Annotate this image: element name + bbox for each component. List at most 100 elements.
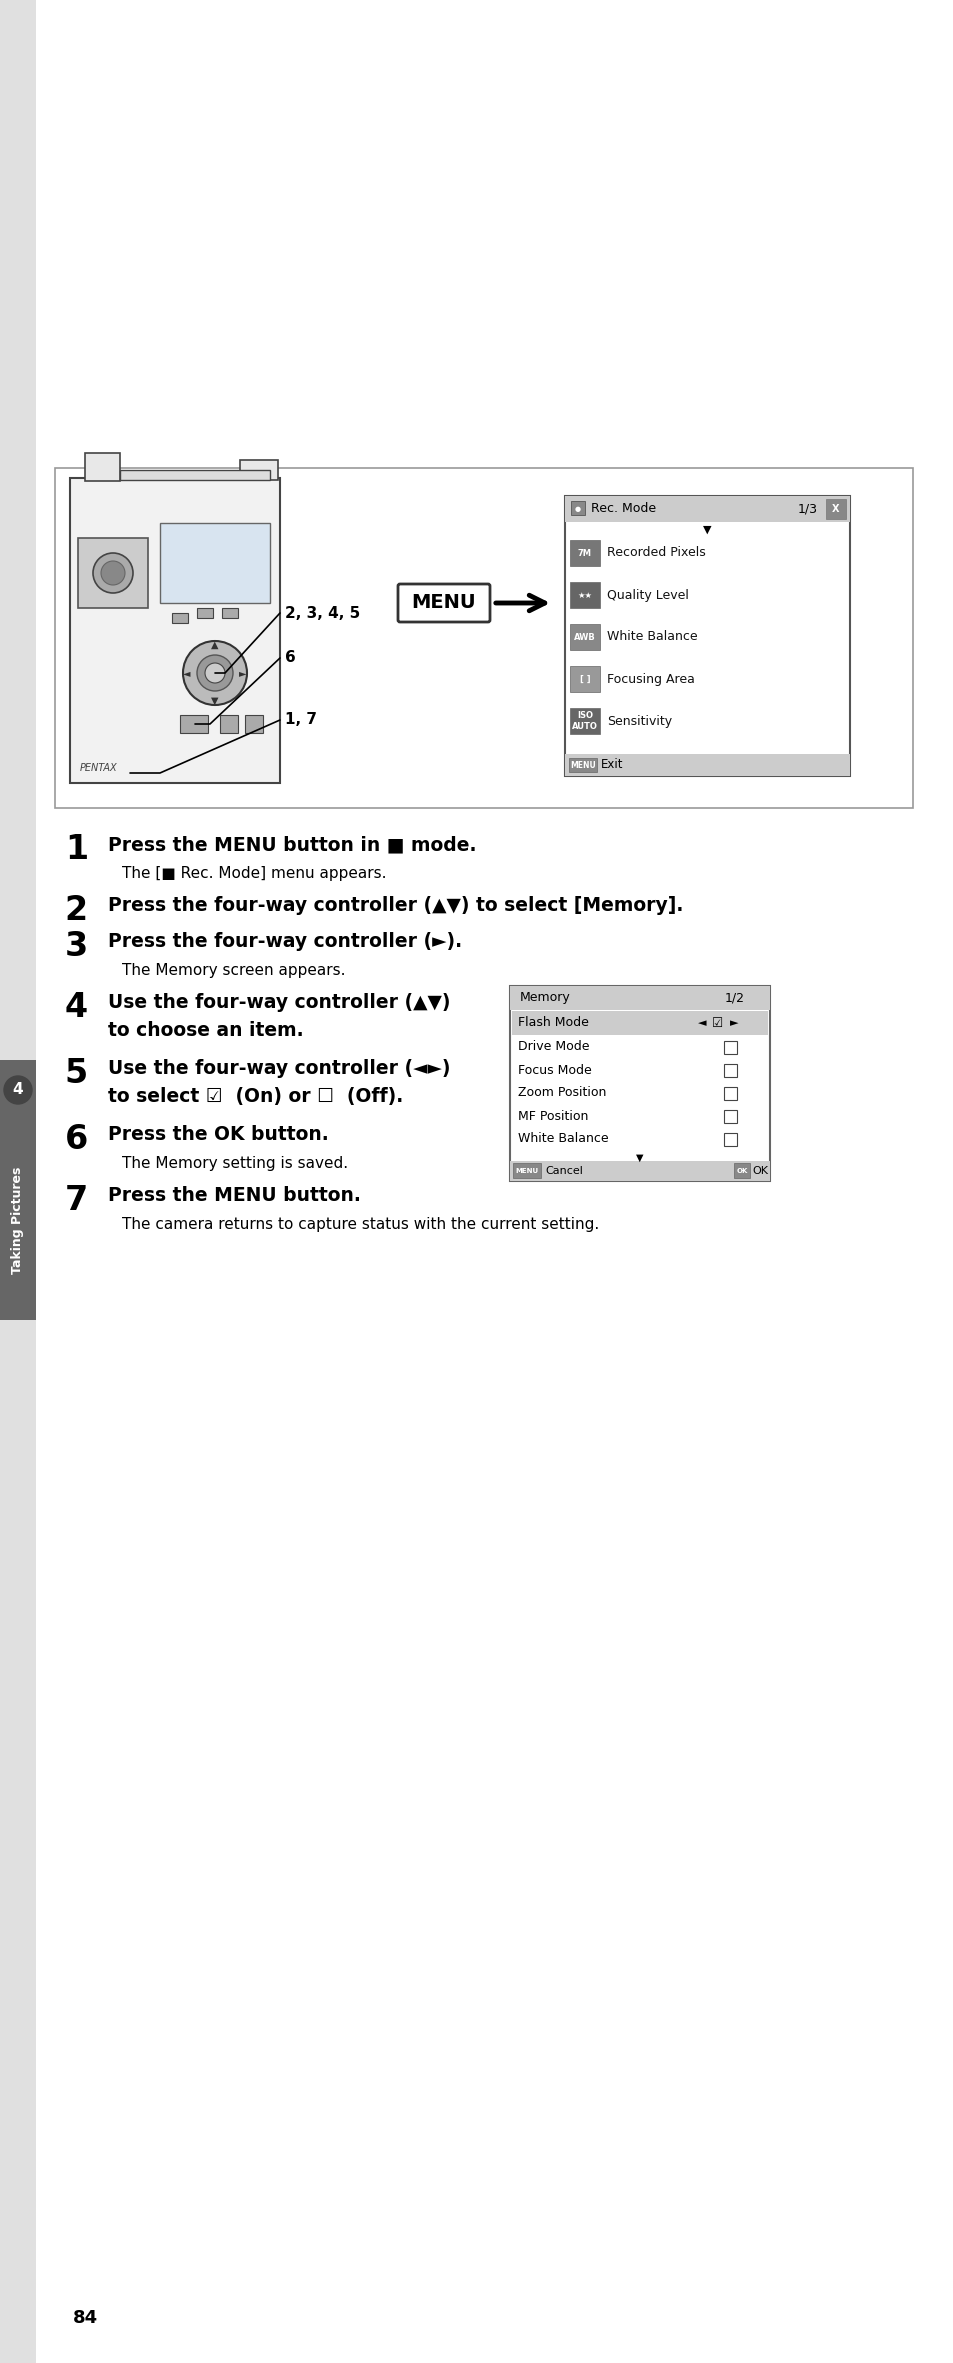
- Bar: [510, 985, 769, 1182]
- Bar: [723, 1132, 737, 1146]
- Text: MENU: MENU: [570, 761, 596, 770]
- Text: ★★: ★★: [577, 591, 592, 600]
- Bar: [0, 0, 36, 2363]
- Bar: [245, 716, 263, 733]
- Text: Exit: Exit: [600, 759, 623, 770]
- Text: 2, 3, 4, 5: 2, 3, 4, 5: [285, 605, 360, 621]
- Text: X: X: [831, 503, 839, 515]
- Bar: [513, 1163, 540, 1179]
- Text: Taking Pictures: Taking Pictures: [11, 1167, 25, 1274]
- Bar: [723, 1087, 737, 1101]
- Text: 1: 1: [65, 834, 88, 865]
- Text: [ ]: [ ]: [579, 673, 590, 683]
- Text: Rec. Mode: Rec. Mode: [590, 503, 656, 515]
- Bar: [180, 716, 208, 733]
- Text: 4: 4: [65, 990, 88, 1023]
- Bar: [564, 754, 849, 775]
- Text: 84: 84: [72, 2309, 97, 2328]
- Bar: [196, 607, 213, 619]
- Bar: [569, 624, 599, 650]
- Text: Quality Level: Quality Level: [606, 588, 688, 603]
- Text: ◄: ◄: [697, 1018, 705, 1028]
- Text: Sensitivity: Sensitivity: [606, 714, 672, 728]
- Circle shape: [196, 655, 233, 690]
- Bar: [569, 666, 599, 692]
- FancyBboxPatch shape: [397, 584, 490, 621]
- Text: ●: ●: [575, 506, 580, 513]
- Bar: [172, 612, 188, 624]
- Text: Press the MENU button in ■ mode.: Press the MENU button in ■ mode.: [108, 834, 476, 853]
- Bar: [222, 607, 237, 619]
- Bar: [723, 1042, 737, 1054]
- Text: ►: ►: [729, 1018, 738, 1028]
- Bar: [569, 709, 599, 735]
- Text: 1, 7: 1, 7: [285, 714, 316, 728]
- Text: MF Position: MF Position: [517, 1111, 588, 1122]
- Circle shape: [101, 560, 125, 586]
- Text: PENTAX: PENTAX: [80, 763, 117, 773]
- Text: 3: 3: [65, 931, 88, 964]
- Text: White Balance: White Balance: [606, 631, 697, 643]
- Bar: [70, 477, 280, 782]
- Text: ▼: ▼: [636, 1153, 643, 1163]
- Bar: [0, 1061, 36, 1321]
- Text: ▼: ▼: [211, 697, 218, 707]
- Text: 1/3: 1/3: [797, 503, 817, 515]
- Text: ▼: ▼: [702, 525, 711, 534]
- Text: to choose an item.: to choose an item.: [108, 1021, 303, 1040]
- Text: Use the four-way controller (▲▼): Use the four-way controller (▲▼): [108, 992, 450, 1011]
- Bar: [564, 496, 849, 775]
- Text: ☑: ☑: [712, 1016, 723, 1030]
- Text: to select ☑  (On) or ☐  (Off).: to select ☑ (On) or ☐ (Off).: [108, 1087, 403, 1106]
- FancyArrowPatch shape: [496, 595, 544, 610]
- Text: 2: 2: [65, 893, 88, 926]
- Bar: [568, 759, 597, 773]
- Text: 4: 4: [12, 1082, 23, 1096]
- Circle shape: [4, 1075, 32, 1104]
- Bar: [78, 539, 148, 607]
- Text: Cancel: Cancel: [544, 1165, 582, 1177]
- Text: Press the OK button.: Press the OK button.: [108, 1125, 329, 1144]
- Text: Focus Mode: Focus Mode: [517, 1063, 591, 1078]
- Bar: [571, 501, 584, 515]
- Text: Use the four-way controller (◄►): Use the four-way controller (◄►): [108, 1059, 450, 1078]
- Bar: [723, 1111, 737, 1122]
- Text: Flash Mode: Flash Mode: [517, 1016, 588, 1030]
- Bar: [510, 1160, 769, 1182]
- Circle shape: [92, 553, 132, 593]
- Bar: [723, 1063, 737, 1078]
- Text: 6: 6: [285, 650, 295, 666]
- Bar: [569, 581, 599, 607]
- Bar: [240, 461, 277, 480]
- Text: MENU: MENU: [412, 593, 476, 612]
- Text: Recorded Pixels: Recorded Pixels: [606, 546, 705, 560]
- Text: Press the MENU button.: Press the MENU button.: [108, 1186, 360, 1205]
- Text: MENU: MENU: [515, 1167, 538, 1174]
- Text: ►: ►: [239, 669, 247, 678]
- Text: Drive Mode: Drive Mode: [517, 1040, 589, 1054]
- Text: 7: 7: [65, 1184, 88, 1217]
- Text: The Memory setting is saved.: The Memory setting is saved.: [122, 1156, 348, 1172]
- Bar: [120, 470, 270, 480]
- Bar: [569, 541, 599, 567]
- Text: The [■ Rec. Mode] menu appears.: The [■ Rec. Mode] menu appears.: [122, 865, 386, 881]
- Text: 7M: 7M: [578, 548, 592, 558]
- Text: Press the four-way controller (▲▼) to select [Memory].: Press the four-way controller (▲▼) to se…: [108, 896, 682, 914]
- Text: Zoom Position: Zoom Position: [517, 1087, 606, 1099]
- Text: Focusing Area: Focusing Area: [606, 673, 694, 685]
- Circle shape: [183, 640, 247, 704]
- Bar: [564, 496, 849, 522]
- Bar: [220, 716, 237, 733]
- Text: The camera returns to capture status with the current setting.: The camera returns to capture status wit…: [122, 1217, 598, 1231]
- Bar: [160, 522, 270, 603]
- Text: AWB: AWB: [574, 633, 596, 640]
- Circle shape: [205, 664, 225, 683]
- Text: 5: 5: [65, 1056, 88, 1089]
- Text: The Memory screen appears.: The Memory screen appears.: [122, 964, 345, 978]
- Bar: [512, 1011, 767, 1035]
- Bar: [85, 454, 120, 482]
- Text: ISO
AUTO: ISO AUTO: [572, 711, 598, 730]
- Text: OK: OK: [736, 1167, 747, 1174]
- Bar: [510, 985, 769, 1009]
- Bar: [825, 499, 845, 520]
